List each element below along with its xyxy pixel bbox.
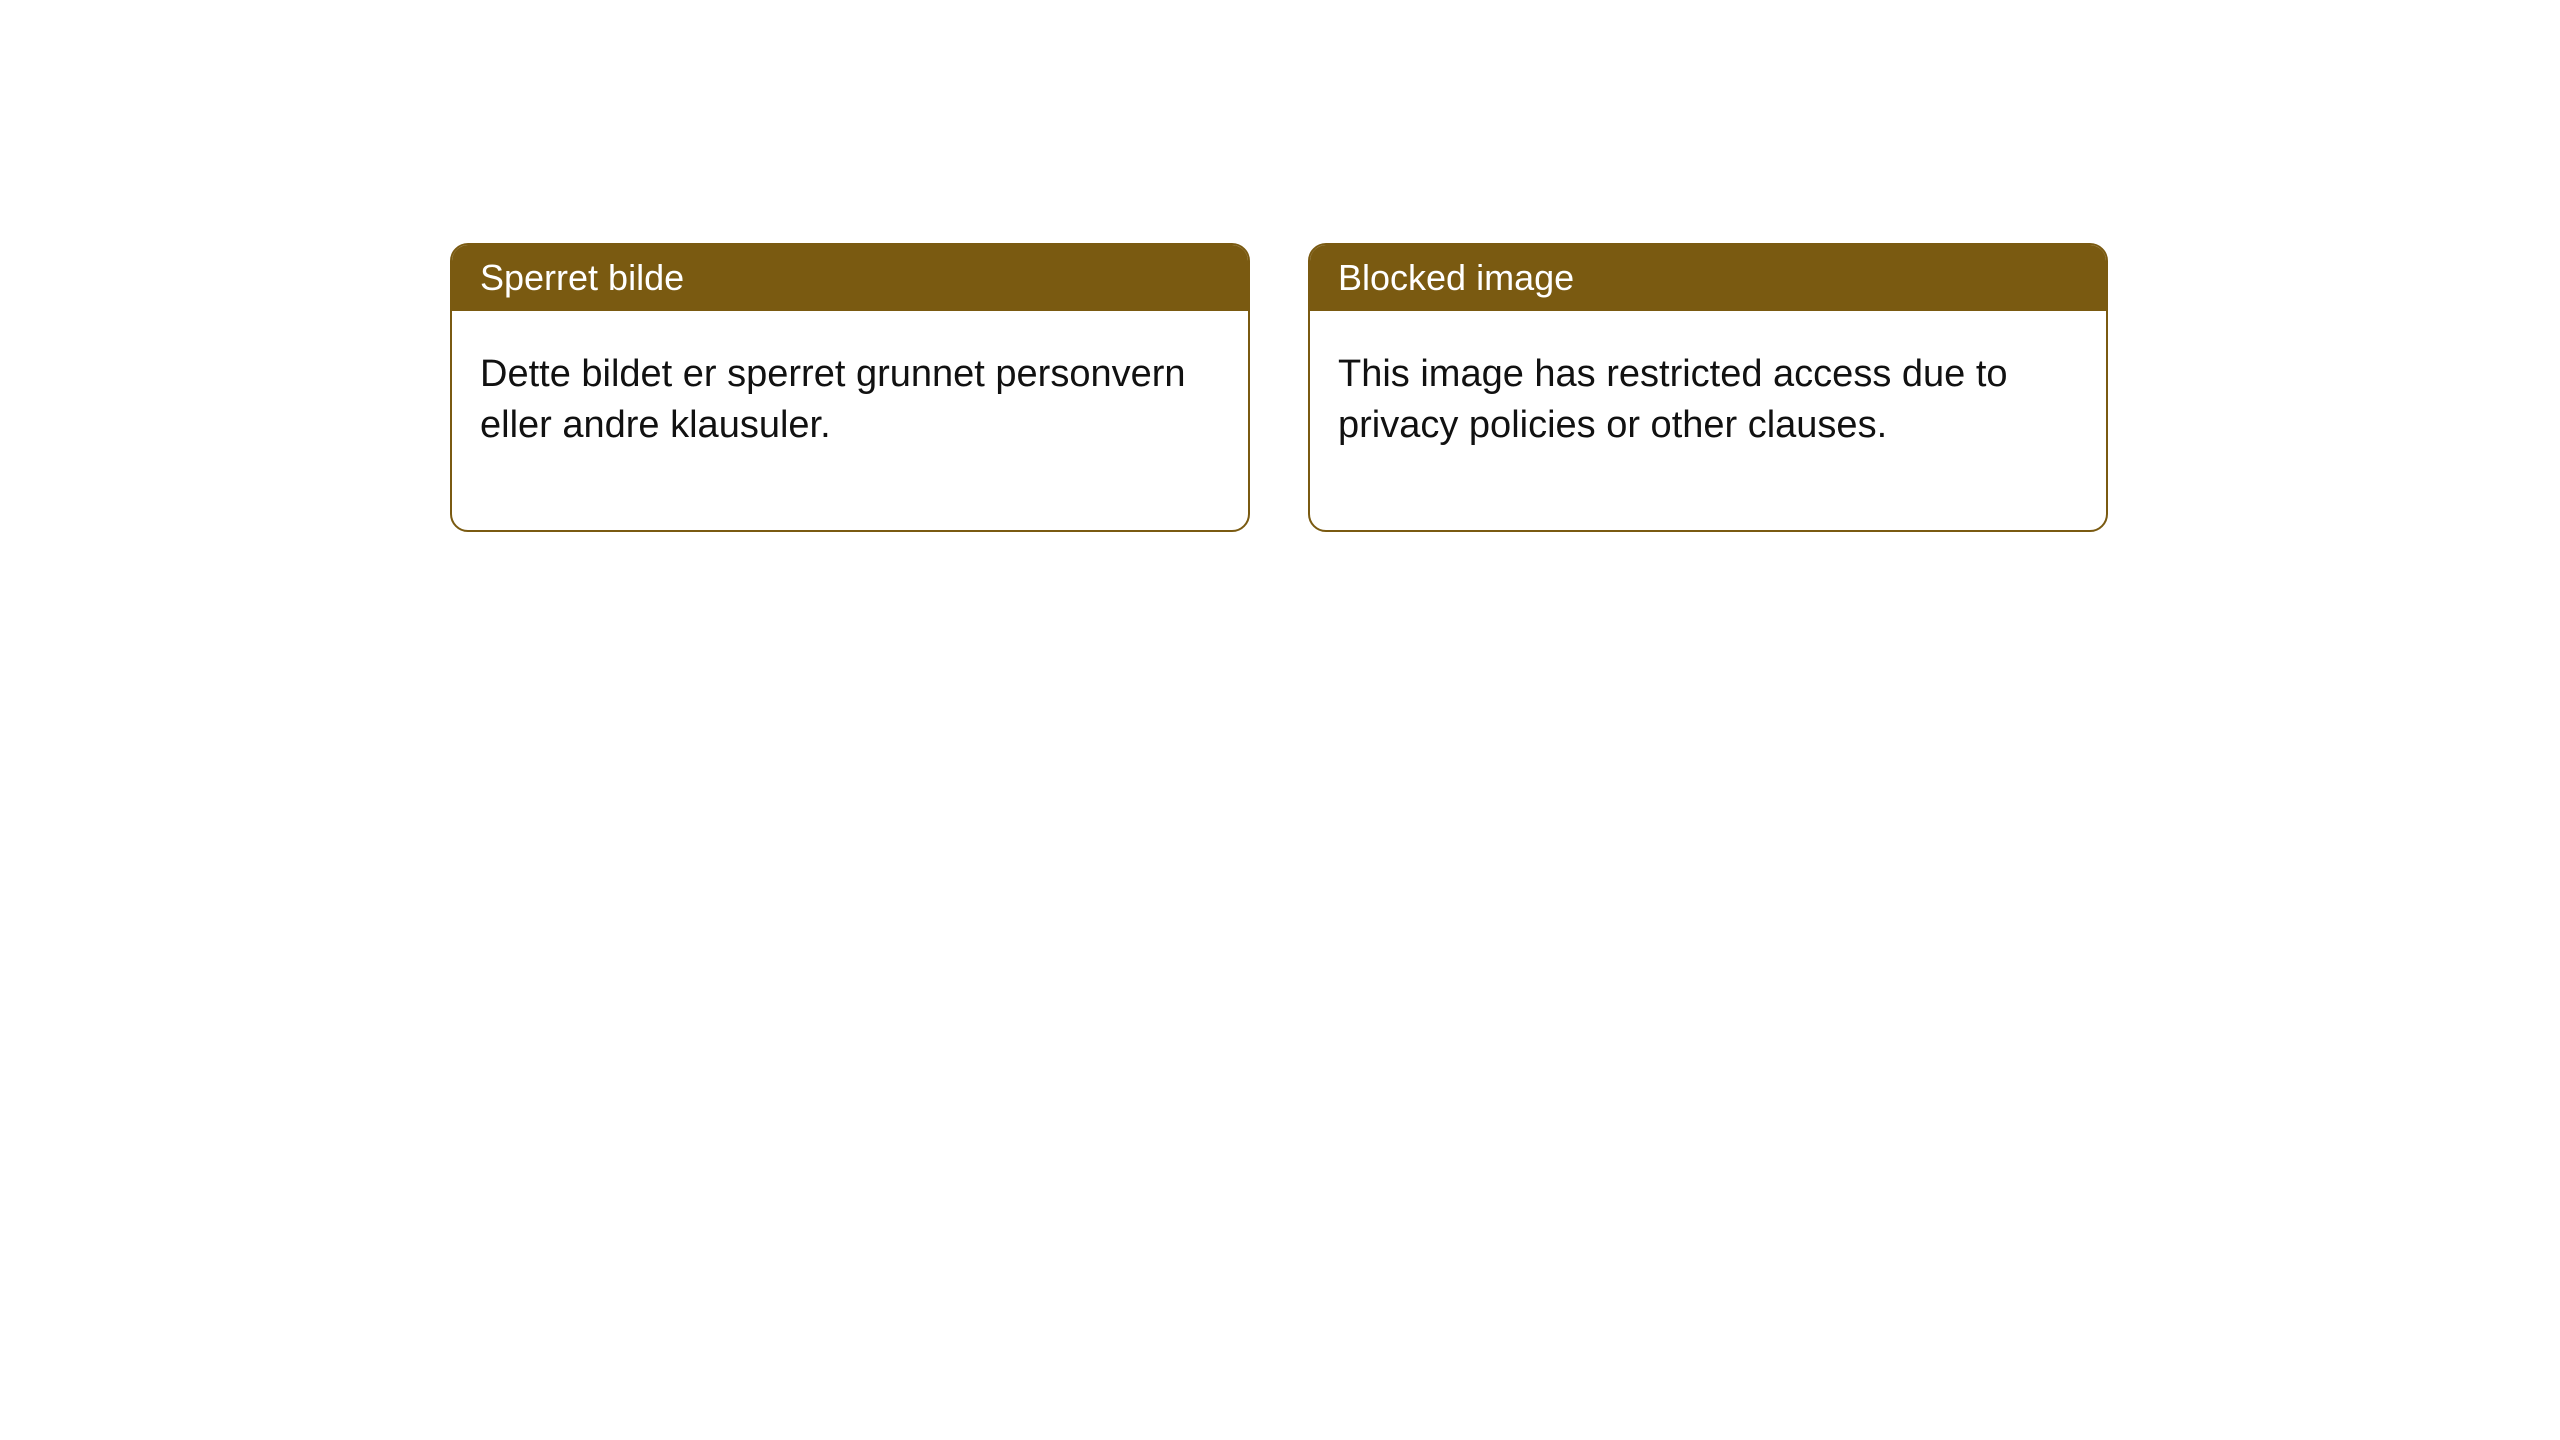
card-title: Blocked image (1338, 257, 1574, 298)
blocked-image-card-no: Sperret bilde Dette bildet er sperret gr… (450, 243, 1250, 532)
notice-cards-row: Sperret bilde Dette bildet er sperret gr… (0, 0, 2560, 532)
card-body: Dette bildet er sperret grunnet personve… (452, 311, 1248, 530)
card-title: Sperret bilde (480, 257, 684, 298)
card-body-text: Dette bildet er sperret grunnet personve… (480, 353, 1186, 446)
card-header: Blocked image (1310, 245, 2106, 311)
card-header: Sperret bilde (452, 245, 1248, 311)
card-body: This image has restricted access due to … (1310, 311, 2106, 530)
card-body-text: This image has restricted access due to … (1338, 353, 2008, 446)
blocked-image-card-en: Blocked image This image has restricted … (1308, 243, 2108, 532)
